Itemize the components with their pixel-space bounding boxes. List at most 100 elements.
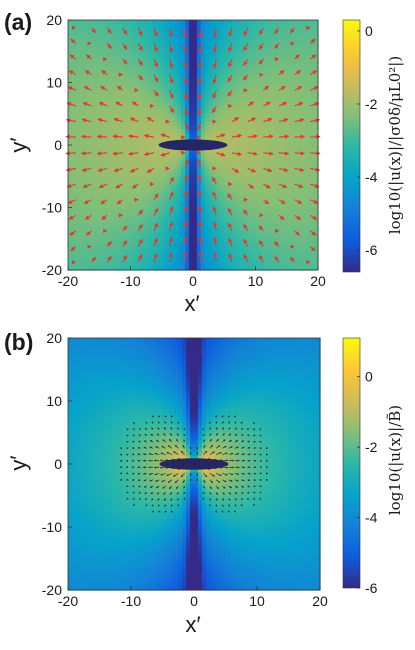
- heatmap-cell: [177, 184, 182, 189]
- heatmap-cell: [87, 148, 93, 154]
- heatmap-cell: [216, 82, 221, 88]
- heatmap-cell: [122, 184, 128, 189]
- heatmap-cell: [130, 227, 136, 232]
- heatmap-cell: [150, 152, 155, 158]
- heatmap-cell: [189, 152, 194, 158]
- heatmap-cell: [290, 246, 296, 252]
- heatmap-cell: [103, 389, 108, 394]
- heatmap-cell: [110, 223, 116, 228]
- heatmap-cell: [306, 211, 311, 216]
- heatmap-cell: [255, 246, 261, 252]
- heatmap-cell: [189, 55, 194, 60]
- heatmap-cell: [298, 66, 303, 72]
- heatmap-cell: [278, 148, 284, 154]
- heatmap-cell: [232, 43, 237, 48]
- heatmap-cell: [79, 109, 85, 115]
- heatmap-cell: [196, 223, 202, 228]
- heatmap-cell: [267, 55, 272, 60]
- heatmap-cell: [224, 102, 229, 107]
- heatmap-cell: [134, 227, 139, 232]
- heatmap-cell: [220, 86, 225, 91]
- heatmap-cell: [83, 582, 89, 587]
- heatmap-cell: [173, 262, 178, 267]
- heatmap-cell: [259, 230, 264, 236]
- heatmap-cell: [310, 113, 315, 119]
- heatmap-cell: [228, 66, 233, 72]
- heatmap-cell: [87, 401, 93, 406]
- heatmap-cell: [103, 105, 108, 111]
- heatmap-cell: [232, 234, 237, 240]
- heatmap-cell: [95, 479, 101, 485]
- heatmap-cell: [71, 558, 77, 564]
- heatmap-cell: [196, 234, 202, 240]
- heatmap-cell: [118, 191, 124, 197]
- displacement-arrow: [183, 59, 188, 70]
- heatmap-cell: [208, 258, 214, 263]
- heatmap-cell: [99, 47, 104, 52]
- heatmap-cell: [224, 27, 229, 33]
- heatmap-cell: [282, 258, 288, 263]
- heatmap-cell: [255, 254, 261, 259]
- heatmap-cell: [220, 94, 225, 99]
- panel-b-label: (b): [4, 329, 33, 355]
- heatmap-cell: [224, 86, 229, 91]
- heatmap-cell: [75, 499, 81, 504]
- heatmap-cell: [275, 148, 280, 154]
- heatmap-cell: [130, 242, 136, 248]
- heatmap-cell: [259, 137, 264, 142]
- heatmap-cell: [110, 51, 116, 56]
- heatmap-cell: [79, 424, 85, 430]
- heatmap-cell: [310, 121, 315, 127]
- heatmap-cell: [161, 43, 167, 48]
- heatmap-cell: [79, 39, 85, 45]
- heatmap-cell: [103, 219, 108, 224]
- heatmap-cell: [177, 55, 182, 60]
- heatmap-cell: [130, 129, 136, 134]
- displacement-arrow: [184, 174, 189, 185]
- heatmap-cell: [79, 242, 85, 248]
- heatmap-cell: [267, 203, 272, 209]
- heatmap-cell: [314, 164, 319, 170]
- displacement-arrow: [169, 105, 175, 114]
- heatmap-cell: [212, 246, 218, 252]
- heatmap-cell: [200, 121, 206, 127]
- heatmap-cell: [114, 176, 120, 181]
- heatmap-cell: [239, 98, 245, 103]
- heatmap-cell: [290, 168, 296, 173]
- heatmap-cell: [286, 90, 292, 95]
- heatmap-cell: [71, 227, 77, 232]
- heatmap-cell: [259, 215, 264, 220]
- heatmap-cell: [286, 168, 292, 173]
- heatmap-cell: [306, 258, 311, 263]
- heatmap-cell: [302, 219, 307, 224]
- heatmap-cell: [204, 105, 210, 111]
- heatmap-cell: [114, 203, 120, 209]
- heatmap-cell: [75, 102, 81, 107]
- heatmap-cell: [247, 148, 253, 154]
- heatmap-cell: [165, 70, 171, 76]
- heatmap-cell: [189, 211, 194, 216]
- heatmap-cell: [228, 152, 233, 158]
- heatmap-cell: [216, 172, 221, 177]
- displacement-arrow: [67, 86, 77, 91]
- heatmap-cell: [239, 230, 245, 236]
- heatmap-cell: [294, 141, 300, 146]
- heatmap-cell: [79, 558, 85, 564]
- heatmap-cell: [165, 90, 171, 95]
- heatmap-cell: [282, 59, 288, 64]
- heatmap-cell: [185, 211, 190, 216]
- heatmap-cell: [193, 55, 198, 60]
- heatmap-cell: [247, 242, 253, 248]
- heatmap-cell: [165, 238, 171, 244]
- heatmap-cell: [87, 389, 93, 394]
- heatmap-cell: [294, 90, 300, 95]
- heatmap-cell: [157, 242, 163, 248]
- heatmap-cell: [83, 78, 89, 84]
- heatmap-cell: [114, 160, 120, 166]
- heatmap-cell: [239, 191, 245, 197]
- heatmap-cell: [278, 129, 284, 134]
- heatmap-cell: [75, 353, 81, 359]
- heatmap-cell: [87, 479, 93, 485]
- heatmap-cell: [146, 70, 151, 76]
- heatmap-cell: [79, 258, 85, 263]
